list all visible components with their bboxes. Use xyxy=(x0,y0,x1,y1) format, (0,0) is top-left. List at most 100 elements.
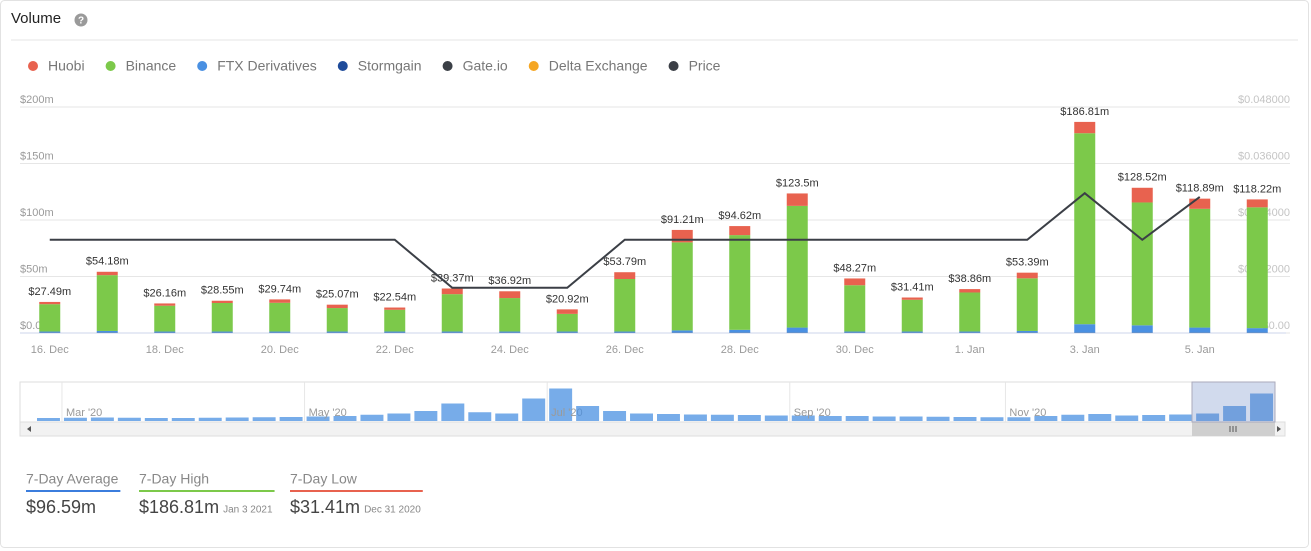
bar-segment xyxy=(614,331,636,333)
bar-segment xyxy=(729,329,751,333)
navigator-bar xyxy=(683,414,707,421)
navigator-label: Sep '20 xyxy=(794,407,831,419)
bar-segment xyxy=(959,331,981,333)
x-tick-label: 24. Dec xyxy=(491,344,529,356)
total-label: $20.92m xyxy=(546,293,589,305)
total-label: $128.52m xyxy=(1118,172,1167,184)
navigator-bar xyxy=(387,413,411,421)
bar-segment xyxy=(901,297,923,300)
navigator-bar xyxy=(872,416,896,421)
navigator-bar xyxy=(549,388,573,421)
bar-segment xyxy=(154,331,176,333)
navigator-bar xyxy=(279,417,303,421)
navigator-bar xyxy=(522,398,546,421)
total-label: $27.49m xyxy=(28,286,71,298)
total-label: $123.5m xyxy=(776,177,819,189)
navigator-bar xyxy=(90,417,114,421)
total-label: $26.16m xyxy=(143,287,186,299)
total-label: $29.74m xyxy=(258,283,301,295)
bar-segment xyxy=(1246,207,1268,329)
price-line xyxy=(49,191,1201,289)
stat-value: $96.59m xyxy=(26,497,96,517)
bar-segment xyxy=(326,308,348,332)
navigator-bar xyxy=(198,417,222,421)
bar-segment xyxy=(269,302,291,332)
help-icon[interactable] xyxy=(74,13,88,27)
bar-segment xyxy=(614,278,636,332)
y2-tick-label: $0.048000 xyxy=(1238,94,1290,106)
bar-segment xyxy=(1074,133,1096,325)
x-tick-label: 20. Dec xyxy=(261,344,299,356)
bar-segment xyxy=(1131,325,1153,333)
navigator-label: Jul '20 xyxy=(551,407,582,419)
bar-segment xyxy=(1131,187,1153,203)
total-label: $186.81m xyxy=(1060,106,1109,118)
bar-segment xyxy=(671,242,693,331)
navigator-bar xyxy=(1007,417,1031,421)
total-label: $28.55m xyxy=(201,285,244,297)
bar-segment xyxy=(96,271,118,276)
bar-segment xyxy=(1246,199,1268,208)
navigator-bar xyxy=(171,418,195,421)
bar-segment xyxy=(729,226,751,236)
x-tick-label: 28. Dec xyxy=(721,344,759,356)
total-label: $38.86m xyxy=(948,273,991,285)
navigator-bar xyxy=(306,416,330,421)
navigator-bar xyxy=(764,415,788,421)
navigator-bar xyxy=(360,414,384,421)
legend-label: Delta Exchange xyxy=(549,58,648,74)
stat-label: 7-Day Low xyxy=(290,471,358,487)
legend-label: Stormgain xyxy=(358,58,422,74)
bar-segment xyxy=(269,331,291,333)
scroll-left[interactable] xyxy=(27,426,31,432)
navigator-bar xyxy=(576,406,600,421)
navigator-bar xyxy=(225,417,249,421)
bar-segment xyxy=(96,330,118,333)
bar-segment xyxy=(1074,324,1096,333)
navigator-bar xyxy=(468,412,492,421)
legend-label: Gate.io xyxy=(463,58,508,74)
navigator-bar xyxy=(899,416,923,421)
navigator-bar xyxy=(1088,414,1112,421)
bar-segment xyxy=(211,300,233,303)
y-tick-label: $150m xyxy=(20,150,54,162)
bar-segment xyxy=(39,301,61,305)
scroll-right[interactable] xyxy=(1277,426,1281,432)
legend-marker xyxy=(337,61,348,71)
scrollbar-track[interactable] xyxy=(19,421,1286,437)
total-label: $54.18m xyxy=(86,256,129,268)
bar-segment xyxy=(844,278,866,286)
x-tick-label: 16. Dec xyxy=(31,344,69,356)
bar-segment xyxy=(211,331,233,333)
navigator-bar xyxy=(144,418,168,421)
x-tick-label: 18. Dec xyxy=(146,344,184,356)
bar-segment xyxy=(556,331,578,333)
stat-label: 7-Day High xyxy=(139,471,209,487)
navigator-bar xyxy=(630,413,653,421)
navigator-bar xyxy=(791,415,815,421)
bar-segment xyxy=(441,331,463,333)
bar-segment xyxy=(556,313,578,332)
total-label: $31.41m xyxy=(891,281,934,293)
legend-marker xyxy=(668,61,679,71)
navigator-bar xyxy=(845,416,869,421)
help-glyph[interactable]: ? xyxy=(78,16,84,27)
x-tick-label: 3. Jan xyxy=(1070,344,1100,356)
bar-segment xyxy=(384,309,406,332)
bar-segment xyxy=(211,302,233,332)
bar-segment xyxy=(1189,208,1211,328)
bar-segment xyxy=(786,193,808,206)
bar-segment xyxy=(1189,327,1211,333)
legend-marker xyxy=(442,61,453,71)
stat-date: Dec 31 2020 xyxy=(364,505,421,516)
navigator-bar xyxy=(1169,414,1193,421)
bar-segment xyxy=(786,327,808,333)
navigator-bar xyxy=(495,413,519,421)
bar-segment xyxy=(729,235,751,330)
bar-segment xyxy=(154,305,176,332)
navigator-bar xyxy=(1034,416,1058,421)
navigator-bar xyxy=(1250,393,1273,421)
bar-segment xyxy=(1016,272,1038,279)
bar-segment xyxy=(901,331,923,333)
navigator-bar xyxy=(252,417,276,421)
